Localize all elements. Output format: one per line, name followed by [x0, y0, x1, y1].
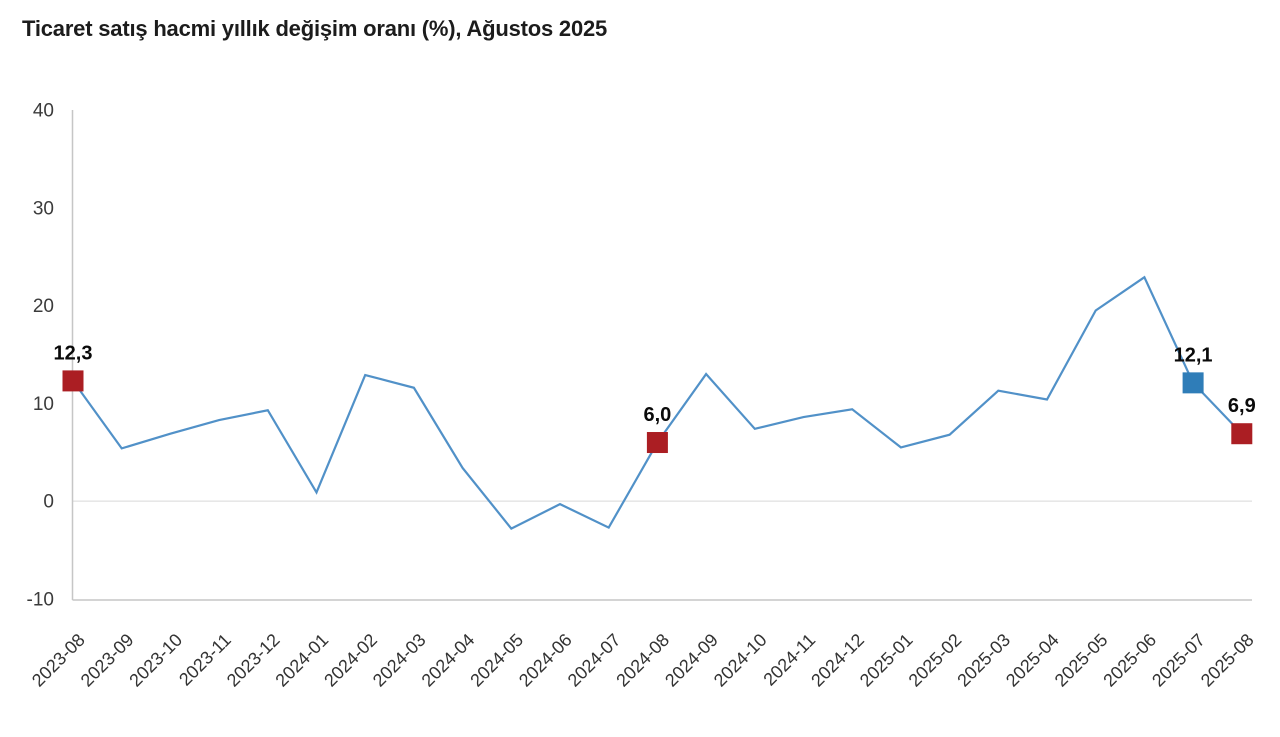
x-tick-label-2023-12: 2023-12	[223, 630, 284, 691]
x-tick-label-2024-08: 2024-08	[612, 630, 673, 691]
x-tick-label-2024-04: 2024-04	[418, 630, 479, 691]
data-label-2023-08: 12,3	[54, 342, 93, 364]
data-label-2025-08: 6,9	[1228, 395, 1256, 417]
x-tick-label-2025-01: 2025-01	[856, 630, 917, 691]
x-tick-label-2023-10: 2023-10	[125, 630, 186, 691]
marker-2025-08	[1231, 423, 1253, 445]
x-tick-label-2025-03: 2025-03	[953, 630, 1014, 691]
x-tick-label-2023-09: 2023-09	[77, 630, 138, 691]
x-tick-label-2024-12: 2024-12	[807, 630, 868, 691]
data-label-2024-08: 6,0	[643, 404, 671, 426]
trend-line	[72, 275, 1243, 530]
x-tick-label-2025-04: 2025-04	[1002, 630, 1063, 691]
x-tick-label-2025-07: 2025-07	[1148, 630, 1209, 691]
y-tick-label-40: 40	[33, 101, 54, 122]
x-tick-label-2024-06: 2024-06	[515, 630, 576, 691]
x-tick-label-2023-08: 2023-08	[28, 630, 89, 691]
y-tick-label--10: -10	[27, 590, 54, 611]
x-tick-label-2024-01: 2024-01	[271, 630, 332, 691]
x-tick-label-2025-08: 2025-08	[1197, 630, 1258, 691]
x-tick-label-2025-05: 2025-05	[1051, 630, 1112, 691]
chart-title: Ticaret satış hacmi yıllık değişim oranı…	[22, 16, 608, 41]
x-tick-label-2024-07: 2024-07	[564, 630, 625, 691]
y-tick-label-30: 30	[33, 198, 54, 219]
marker-2024-08	[646, 432, 668, 454]
y-tick-label-0: 0	[43, 492, 54, 513]
marker-2025-07	[1182, 372, 1204, 394]
x-tick-label-2025-06: 2025-06	[1099, 630, 1160, 691]
y-tick-label-10: 10	[33, 394, 54, 415]
x-tick-label-2024-10: 2024-10	[710, 630, 771, 691]
x-tick-label-2024-03: 2024-03	[369, 630, 430, 691]
x-tick-label-2024-02: 2024-02	[320, 630, 381, 691]
y-tick-label-20: 20	[33, 296, 54, 317]
marker-2023-08	[62, 370, 84, 392]
x-tick-label-2025-02: 2025-02	[905, 630, 966, 691]
x-tick-label-2024-05: 2024-05	[466, 630, 527, 691]
data-label-2025-07: 12,1	[1174, 344, 1213, 366]
x-tick-label-2024-09: 2024-09	[661, 630, 722, 691]
